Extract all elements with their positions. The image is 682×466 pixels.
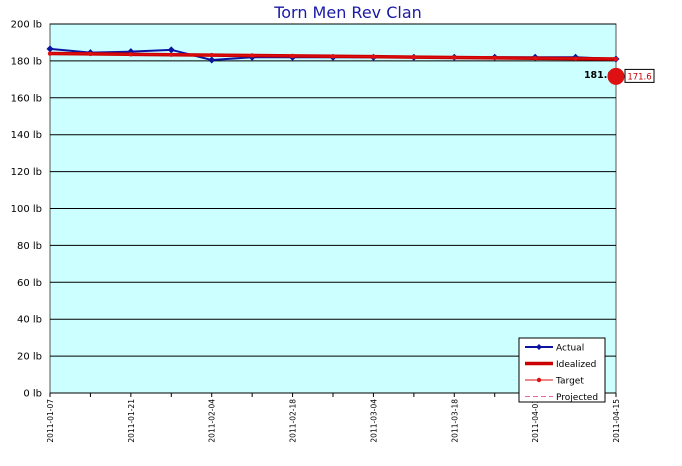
legend-label: Actual bbox=[556, 344, 584, 354]
y-tick-label: 160 lb bbox=[11, 93, 42, 104]
point bbox=[573, 56, 578, 61]
x-tick-label: 2011-01-07 bbox=[46, 399, 55, 443]
point bbox=[46, 45, 54, 53]
point bbox=[452, 55, 457, 60]
projected-value: 171.6 bbox=[627, 72, 651, 82]
point bbox=[492, 55, 497, 61]
point bbox=[128, 52, 134, 57]
point bbox=[290, 53, 295, 59]
chart-title: Torn Men Rev Clan bbox=[273, 3, 422, 22]
y-tick-label: 0 lb bbox=[23, 389, 42, 400]
point bbox=[208, 56, 216, 64]
point bbox=[371, 54, 376, 59]
legend-label: Target bbox=[555, 377, 584, 387]
point bbox=[411, 54, 417, 60]
x-tick-label: 2011-03-18 bbox=[450, 399, 459, 443]
x-tick-label: 2011-04-01 bbox=[531, 399, 540, 443]
x-tick-label: 2011-04-15 bbox=[612, 399, 621, 443]
x-tick-label: 2011-02-04 bbox=[208, 399, 217, 443]
x-tick-label: 2011-02-18 bbox=[289, 399, 298, 443]
x-tick-label: 2011-03-04 bbox=[369, 399, 378, 443]
point bbox=[47, 51, 53, 56]
y-tick-label: 40 lb bbox=[17, 315, 42, 326]
projected-label: 171.6 bbox=[624, 68, 655, 83]
legend-marker bbox=[536, 377, 542, 383]
y-tick-label: 20 lb bbox=[17, 352, 42, 363]
point bbox=[169, 52, 174, 57]
value-label: 181.0 bbox=[584, 70, 614, 81]
legend-label: Idealized bbox=[556, 360, 596, 370]
x-tick-label: 2011-01-21 bbox=[127, 399, 136, 443]
point bbox=[88, 51, 93, 57]
point bbox=[532, 56, 538, 61]
y-tick-label: 120 lb bbox=[11, 167, 42, 178]
point bbox=[209, 52, 214, 58]
legend-marker bbox=[536, 344, 542, 350]
y-tick-label: 200 lb bbox=[11, 20, 42, 31]
legend-label: Projected bbox=[556, 393, 598, 403]
point bbox=[249, 53, 255, 58]
label-box bbox=[624, 68, 655, 83]
y-tick-label: 140 lb bbox=[11, 130, 42, 141]
legend-box bbox=[518, 337, 606, 403]
projected-point bbox=[607, 67, 625, 85]
point bbox=[330, 54, 336, 59]
y-tick-label: 60 lb bbox=[17, 278, 42, 289]
point bbox=[613, 56, 619, 62]
y-tick-label: 180 lb bbox=[11, 56, 42, 67]
y-tick-label: 100 lb bbox=[11, 204, 42, 215]
y-tick-label: 80 lb bbox=[17, 241, 42, 252]
point bbox=[167, 46, 175, 54]
